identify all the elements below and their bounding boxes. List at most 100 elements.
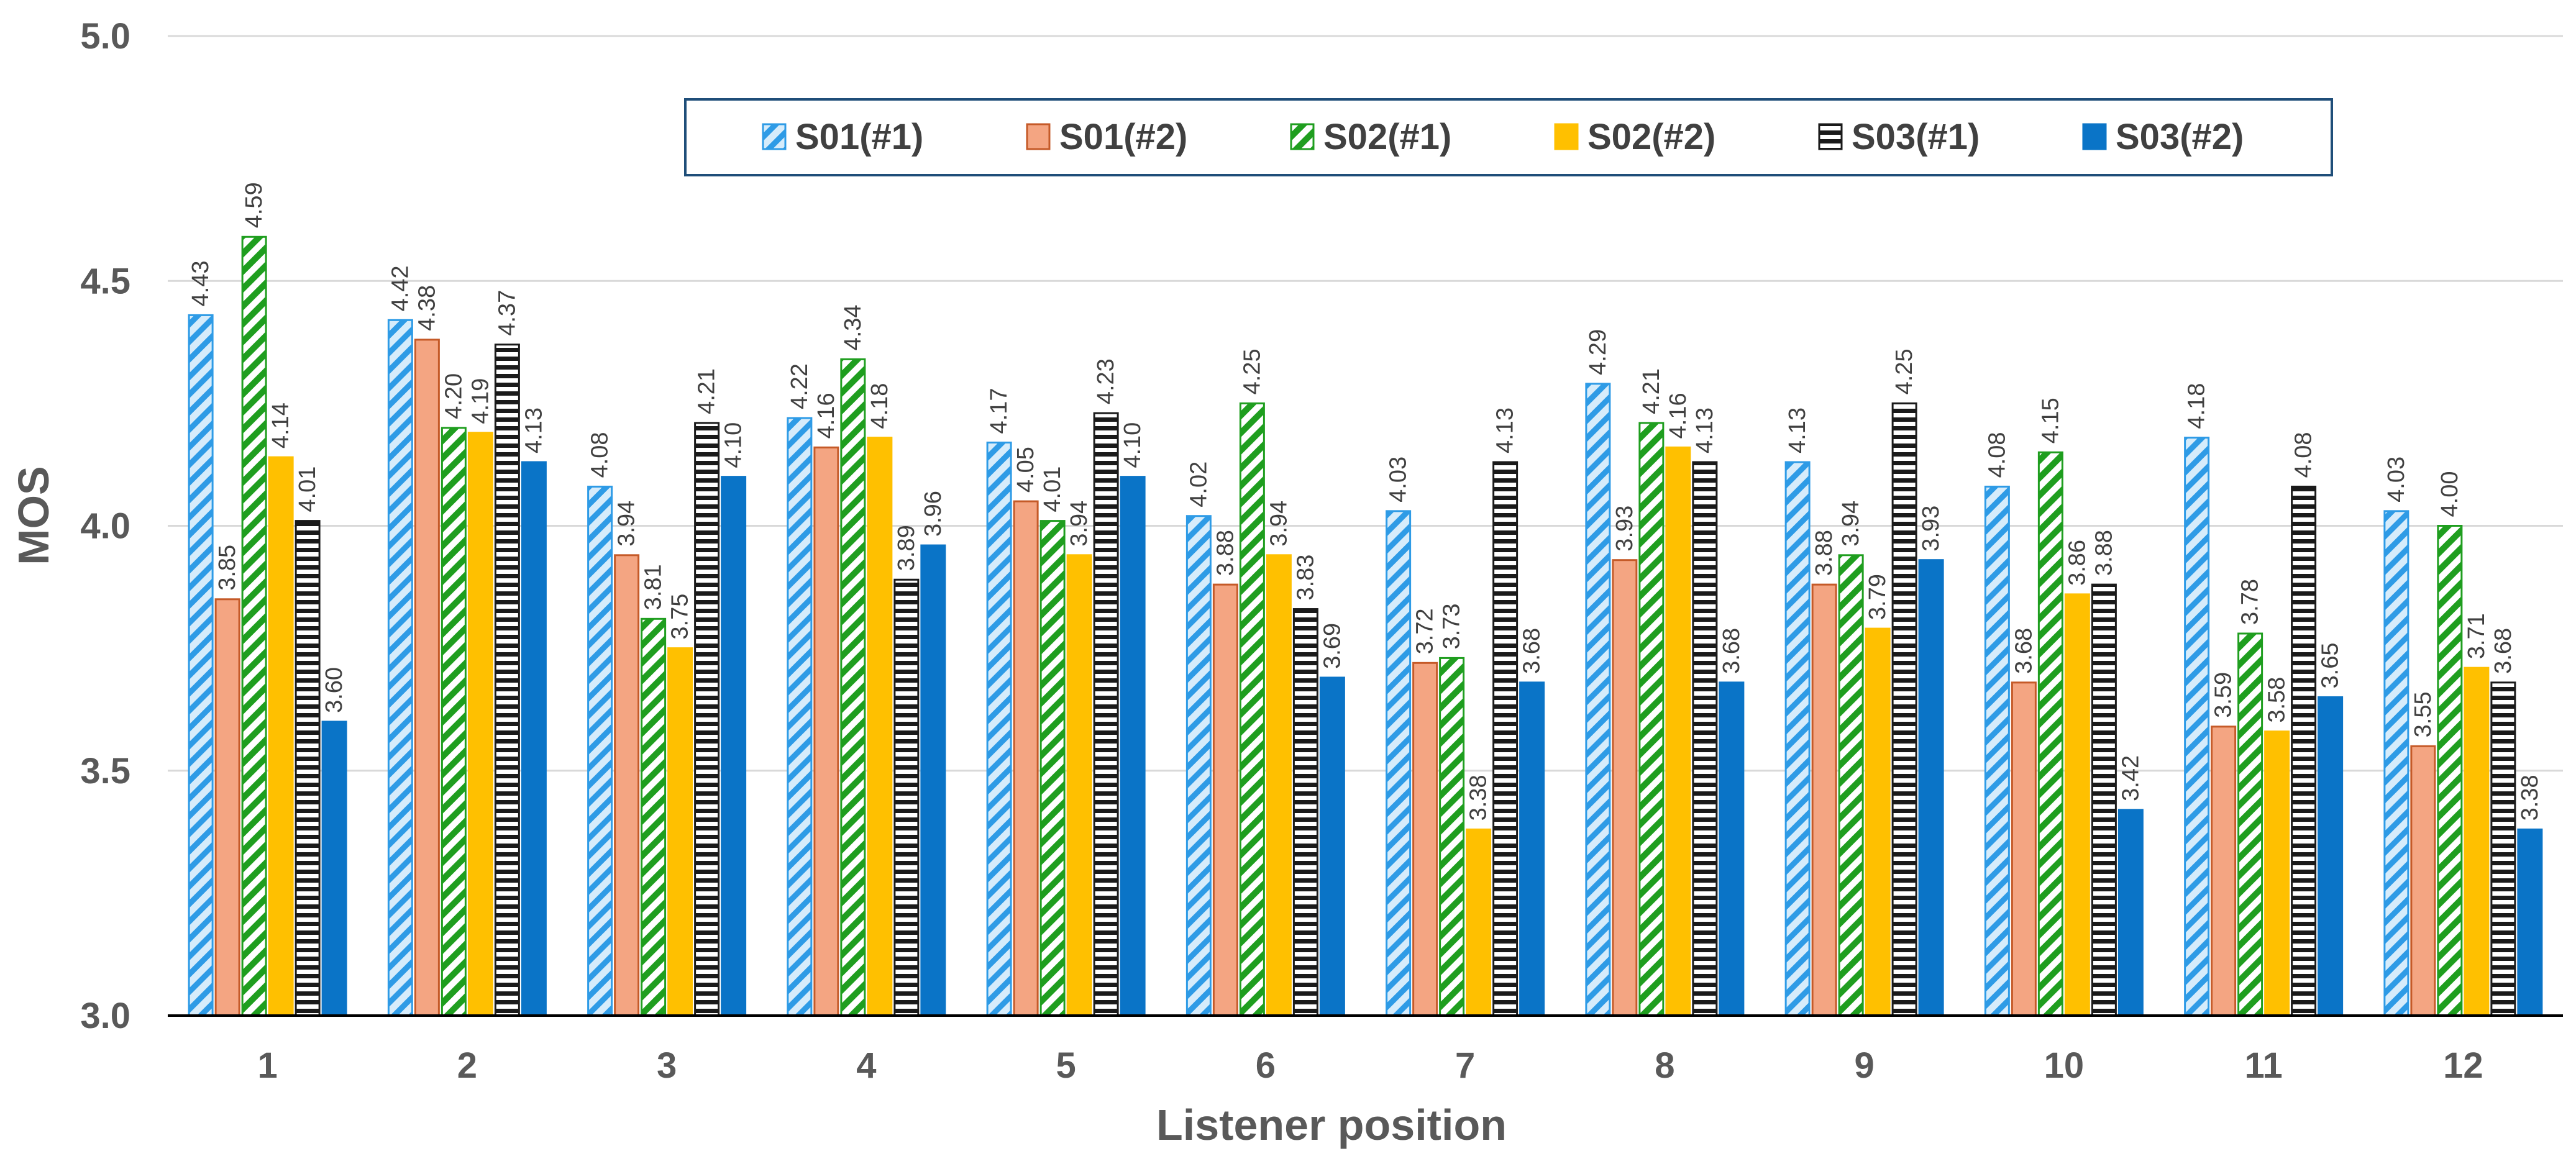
bar[interactable]	[2437, 525, 2463, 1017]
legend-label[interactable]: S01(#1)	[795, 117, 923, 157]
bar[interactable]	[1665, 446, 1691, 1017]
y-axis-title: MOS	[9, 466, 58, 565]
data-label: 3.38	[1466, 775, 1492, 821]
bar[interactable]	[1412, 662, 1438, 1017]
data-label: 4.38	[414, 285, 440, 331]
y-tick-label: 5.0	[80, 16, 130, 57]
bar[interactable]	[1439, 657, 1465, 1017]
bar[interactable]	[1492, 461, 1519, 1017]
bar[interactable]	[1120, 476, 1146, 1017]
bar[interactable]	[241, 235, 267, 1017]
bar[interactable]	[467, 432, 493, 1017]
bar[interactable]	[867, 437, 893, 1017]
bar[interactable]	[667, 647, 693, 1017]
bar[interactable]	[1891, 402, 1917, 1017]
bar[interactable]	[1692, 461, 1718, 1017]
bar[interactable]	[1811, 583, 1837, 1017]
bar[interactable]	[893, 578, 920, 1017]
legend-label[interactable]: S03(#2)	[2116, 117, 2244, 157]
bar[interactable]	[986, 441, 1012, 1017]
data-label: 3.85	[214, 545, 240, 591]
bar[interactable]	[1266, 554, 1292, 1017]
bar[interactable]	[2318, 696, 2344, 1017]
legend-label[interactable]: S01(#2)	[1059, 117, 1187, 157]
bar[interactable]	[787, 417, 813, 1017]
bar[interactable]	[2237, 632, 2263, 1017]
bar[interactable]	[840, 358, 866, 1017]
data-label: 4.22	[787, 363, 813, 409]
bar[interactable]	[1585, 383, 1611, 1017]
bar[interactable]	[1519, 681, 1545, 1017]
data-label: 3.65	[2318, 643, 2344, 689]
bar[interactable]	[1239, 402, 1265, 1017]
bar[interactable]	[2184, 437, 2210, 1017]
legend-box	[684, 98, 2333, 176]
data-label: 4.17	[986, 388, 1012, 434]
bar[interactable]	[1838, 554, 1864, 1017]
data-label: 4.37	[494, 290, 520, 336]
data-label: 4.20	[441, 373, 467, 419]
bar[interactable]	[694, 422, 720, 1017]
bar[interactable]	[295, 520, 321, 1017]
bar[interactable]	[1784, 461, 1811, 1017]
bar[interactable]	[521, 461, 547, 1017]
data-label: 4.34	[840, 304, 866, 350]
bar[interactable]	[321, 721, 347, 1017]
bar[interactable]	[214, 598, 240, 1017]
legend[interactable]: S01(#1) S01(#2) S02(#1) S02(#2) S03(#1) S03(#…	[684, 98, 2333, 176]
bar[interactable]	[2464, 666, 2490, 1017]
bar[interactable]	[2264, 730, 2290, 1017]
legend-swatch	[1290, 123, 1315, 150]
bar[interactable]	[1013, 500, 1039, 1017]
bar[interactable]	[721, 476, 747, 1017]
bar[interactable]	[641, 617, 667, 1017]
bar[interactable]	[387, 319, 413, 1017]
bar[interactable]	[441, 427, 467, 1017]
bar[interactable]	[1719, 681, 1745, 1017]
bar[interactable]	[1386, 510, 1412, 1017]
bar[interactable]	[1319, 676, 1345, 1017]
bar[interactable]	[920, 544, 946, 1017]
bar[interactable]	[268, 456, 294, 1017]
bar[interactable]	[1612, 559, 1638, 1017]
bar[interactable]	[1066, 554, 1092, 1017]
bar[interactable]	[2517, 828, 2543, 1017]
bar[interactable]	[2490, 681, 2516, 1017]
bar[interactable]	[1292, 608, 1318, 1017]
bar[interactable]	[813, 446, 839, 1017]
x-tick-label: 8	[1655, 1045, 1674, 1086]
bar[interactable]	[2383, 510, 2409, 1017]
legend-label[interactable]: S02(#1)	[1323, 117, 1451, 157]
legend-label[interactable]: S03(#1)	[1852, 117, 1980, 157]
bar[interactable]	[188, 314, 214, 1017]
bar[interactable]	[494, 343, 520, 1017]
bar[interactable]	[1638, 422, 1665, 1017]
bar[interactable]	[2410, 745, 2436, 1017]
data-label: 3.59	[2211, 672, 2237, 718]
bar[interactable]	[2064, 593, 2090, 1017]
bar[interactable]	[1212, 583, 1238, 1017]
bar[interactable]	[2091, 583, 2117, 1017]
bar[interactable]	[2117, 809, 2144, 1017]
data-label: 4.03	[1386, 457, 1412, 503]
bar[interactable]	[1093, 412, 1119, 1017]
bar[interactable]	[2011, 681, 2037, 1017]
bar[interactable]	[1039, 520, 1066, 1017]
legend-label[interactable]: S02(#2)	[1587, 117, 1715, 157]
bar[interactable]	[2211, 726, 2237, 1017]
bar[interactable]	[1865, 627, 1891, 1017]
bar[interactable]	[1466, 828, 1492, 1017]
bar[interactable]	[1918, 559, 1944, 1017]
bar[interactable]	[614, 554, 640, 1017]
data-label: 3.60	[321, 667, 347, 713]
bar[interactable]	[2291, 485, 2317, 1017]
bar[interactable]	[2037, 451, 2063, 1017]
data-label: 3.78	[2237, 579, 2263, 625]
bar[interactable]	[587, 485, 613, 1017]
data-label: 4.23	[1093, 358, 1119, 404]
bar[interactable]	[414, 339, 440, 1017]
bar[interactable]	[1984, 485, 2010, 1017]
bar[interactable]	[1185, 515, 1212, 1017]
y-axis-ticks: 3.0 3.5 4.0 4.5 5.0	[80, 16, 130, 1036]
